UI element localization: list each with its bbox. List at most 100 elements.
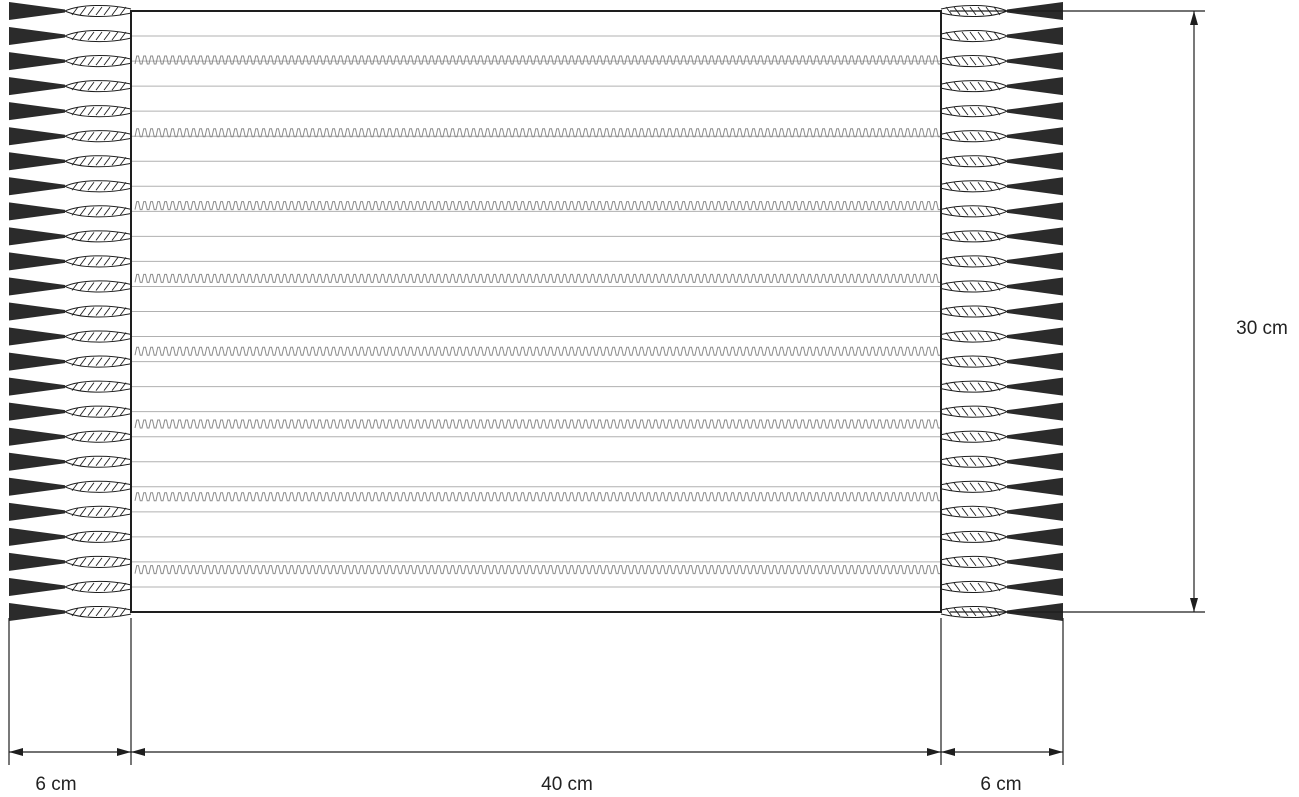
fringe-tassel — [940, 352, 1063, 371]
fringe-tassel — [9, 477, 132, 496]
tassel-wedge — [9, 552, 65, 571]
braid-twist — [945, 532, 1001, 542]
braid-twist — [945, 507, 1001, 517]
braid-twist — [945, 382, 1001, 391]
fringe-tassel — [9, 402, 132, 421]
wavy-row — [134, 201, 940, 211]
wavy-row — [134, 565, 940, 575]
fringe-tassel — [940, 377, 1063, 396]
fringe-tassel — [9, 152, 132, 171]
tassel-wedge — [1007, 27, 1063, 46]
arrowhead — [117, 748, 131, 756]
braid-twist — [71, 282, 127, 291]
tassel-wedge — [9, 302, 65, 321]
braid-twist — [945, 182, 1001, 191]
rug-body-outline — [130, 10, 942, 613]
body-width-dimension-label: 40 cm — [541, 774, 593, 795]
tassel-wedge — [1007, 277, 1063, 296]
tassel-wedge — [1007, 177, 1063, 196]
dimension-lines — [8, 10, 1205, 765]
fringe-tassel — [940, 552, 1063, 571]
fringe-tassel — [940, 52, 1063, 71]
tassel-wedge — [9, 352, 65, 371]
braid-twist — [945, 232, 1001, 241]
tassel-wedge — [1007, 102, 1063, 121]
braid-twist — [71, 607, 127, 617]
braid-twist — [945, 56, 1001, 66]
fringe-tassel — [940, 302, 1063, 321]
braid-twist — [71, 257, 127, 266]
arrowhead — [1049, 748, 1063, 756]
braid-twist — [71, 507, 127, 517]
tassel-wedge — [1007, 427, 1063, 446]
fringe-tassel — [940, 327, 1063, 346]
fringe-tassel — [940, 477, 1063, 496]
braid-twist — [71, 307, 127, 316]
fringe-tassel — [9, 452, 132, 471]
fringe-tassel — [940, 252, 1063, 271]
fringe-tassel — [9, 302, 132, 321]
tassel-wedge — [1007, 302, 1063, 321]
tassel-wedge — [1007, 577, 1063, 596]
fringe-tassel — [9, 52, 132, 71]
braid-twist — [945, 307, 1001, 316]
left-fringe-dimension-label: 6 cm — [35, 774, 76, 795]
tassel-wedge — [1007, 502, 1063, 521]
tassel-wedge — [9, 102, 65, 121]
fringe-tassel — [9, 77, 132, 96]
fringe-tassel — [940, 202, 1063, 221]
tassel-wedge — [1007, 227, 1063, 246]
fringe-tassel — [940, 77, 1063, 96]
wavy-rows — [134, 55, 940, 575]
dimension-arrowheads — [9, 11, 1198, 756]
fringe-tassel — [940, 577, 1063, 596]
tassel-wedge — [9, 27, 65, 46]
fringe-tassel — [940, 527, 1063, 546]
braid-twist — [945, 131, 1001, 141]
fringe-tassel — [9, 502, 132, 521]
tassel-wedge — [9, 577, 65, 596]
fringe-tassel — [9, 27, 132, 46]
braid-twist — [71, 31, 127, 41]
braid-twist — [71, 582, 127, 592]
wavy-row — [134, 492, 940, 502]
braid-twist — [945, 432, 1001, 441]
fringe-tassel — [9, 2, 132, 20]
fringe-tassel — [9, 102, 132, 121]
braid-twist — [71, 482, 127, 492]
tassel-wedge — [1007, 202, 1063, 221]
tassel-wedge — [9, 127, 65, 146]
body-height-dimension-label: 30 cm — [1236, 318, 1288, 339]
tassel-wedge — [9, 402, 65, 421]
braid-twist — [71, 457, 127, 467]
tassel-wedge — [1007, 352, 1063, 371]
braid-twist — [71, 557, 127, 567]
tassel-wedge — [9, 177, 65, 196]
braid-twist — [71, 56, 127, 66]
fringe-tassel — [940, 102, 1063, 121]
braid-twist — [945, 106, 1001, 116]
braid-twist — [945, 81, 1001, 91]
tassel-wedge — [9, 227, 65, 246]
braid-twist — [945, 257, 1001, 266]
braid-twist — [71, 106, 127, 116]
wavy-row — [134, 128, 940, 138]
fringe-tassel — [9, 252, 132, 271]
braid-twist — [71, 532, 127, 542]
fringe-tassel — [940, 177, 1063, 196]
braid-twist — [945, 156, 1001, 166]
tassel-wedge — [9, 502, 65, 521]
fringe-tassel — [940, 152, 1063, 171]
arrowhead — [1190, 11, 1198, 25]
braid-twist — [71, 407, 127, 416]
braid-twist — [71, 156, 127, 166]
braid-twist — [945, 582, 1001, 592]
wavy-row — [134, 346, 940, 356]
fringe-tassel — [9, 603, 132, 621]
tassel-wedge — [9, 477, 65, 496]
tassel-wedge — [1007, 452, 1063, 471]
tassel-wedge — [9, 252, 65, 271]
braid-twist — [71, 182, 127, 191]
fringe-tassel — [9, 227, 132, 246]
